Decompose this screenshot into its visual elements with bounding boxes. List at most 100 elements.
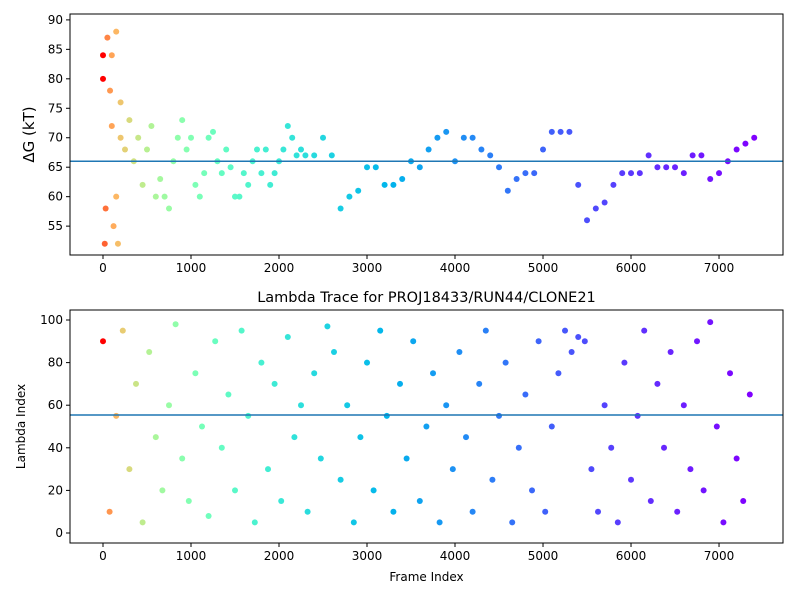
point xyxy=(298,146,305,153)
point xyxy=(110,223,117,230)
point xyxy=(311,152,318,159)
point xyxy=(183,146,190,153)
point xyxy=(166,402,173,409)
point xyxy=(733,455,740,462)
point xyxy=(172,321,179,328)
point xyxy=(568,348,575,355)
point xyxy=(628,476,635,483)
point xyxy=(126,466,133,473)
point xyxy=(328,152,335,159)
point xyxy=(159,487,166,494)
y-tick-label: 70 xyxy=(48,131,63,145)
point xyxy=(258,359,265,366)
y-tick-label: 40 xyxy=(48,441,63,455)
x-tick-label: 5000 xyxy=(528,261,559,275)
point xyxy=(740,498,747,505)
point xyxy=(179,455,186,462)
point xyxy=(540,146,547,153)
point xyxy=(101,240,108,247)
x-tick-label: 6000 xyxy=(616,261,647,275)
point xyxy=(293,152,300,159)
point xyxy=(430,370,437,377)
point xyxy=(113,193,120,200)
point xyxy=(707,319,714,326)
point xyxy=(487,152,494,159)
point xyxy=(205,512,212,519)
point xyxy=(425,146,432,153)
point xyxy=(152,434,159,441)
point xyxy=(469,134,476,141)
point xyxy=(225,391,232,398)
point xyxy=(628,170,635,177)
point xyxy=(192,370,199,377)
point xyxy=(265,466,272,473)
point xyxy=(410,338,417,345)
x-tick-label: 7000 xyxy=(704,261,735,275)
point xyxy=(608,444,615,451)
point xyxy=(727,370,734,377)
point xyxy=(482,327,489,334)
point xyxy=(117,99,124,106)
point xyxy=(575,334,582,341)
point xyxy=(357,434,364,441)
point xyxy=(135,134,142,141)
point xyxy=(196,193,203,200)
point xyxy=(515,444,522,451)
point xyxy=(284,122,291,129)
point xyxy=(372,164,379,171)
x-tick-label: 5000 xyxy=(528,549,559,563)
x-axis-label: Frame Index xyxy=(389,570,463,584)
point xyxy=(733,146,740,153)
point xyxy=(581,338,588,345)
x-tick-label: 3000 xyxy=(352,549,383,563)
point xyxy=(720,519,727,526)
y-tick-label: 80 xyxy=(48,356,63,370)
point xyxy=(139,519,146,526)
point xyxy=(344,402,351,409)
point xyxy=(529,487,536,494)
point xyxy=(509,519,516,526)
point xyxy=(443,128,450,135)
point xyxy=(456,348,463,355)
point xyxy=(258,170,265,177)
point xyxy=(205,134,212,141)
point xyxy=(489,476,496,483)
point xyxy=(157,175,164,182)
point xyxy=(641,327,648,334)
y-tick-label: 60 xyxy=(48,398,63,412)
point xyxy=(271,170,278,177)
point xyxy=(377,327,384,334)
point xyxy=(416,498,423,505)
point xyxy=(502,359,509,366)
point xyxy=(337,476,344,483)
point xyxy=(364,164,371,171)
point xyxy=(210,128,217,135)
point xyxy=(114,240,121,247)
point xyxy=(716,170,723,177)
x-tick-label: 0 xyxy=(99,261,107,275)
point xyxy=(680,402,687,409)
point xyxy=(654,380,661,387)
point xyxy=(350,519,357,526)
point xyxy=(262,146,269,153)
point xyxy=(460,134,467,141)
point xyxy=(337,205,344,212)
point xyxy=(267,181,274,188)
x-tick-label: 4000 xyxy=(440,261,471,275)
y-tick-label: 85 xyxy=(48,42,63,56)
point xyxy=(232,487,239,494)
point xyxy=(298,402,305,409)
y-tick-label: 80 xyxy=(48,72,63,86)
y-tick-label: 65 xyxy=(48,160,63,174)
point xyxy=(104,34,111,41)
y-tick-label: 60 xyxy=(48,190,63,204)
point xyxy=(236,193,243,200)
point xyxy=(133,380,140,387)
point xyxy=(548,128,555,135)
y-tick-label: 75 xyxy=(48,101,63,115)
point xyxy=(496,412,503,419)
point xyxy=(647,498,654,505)
point xyxy=(100,52,107,59)
